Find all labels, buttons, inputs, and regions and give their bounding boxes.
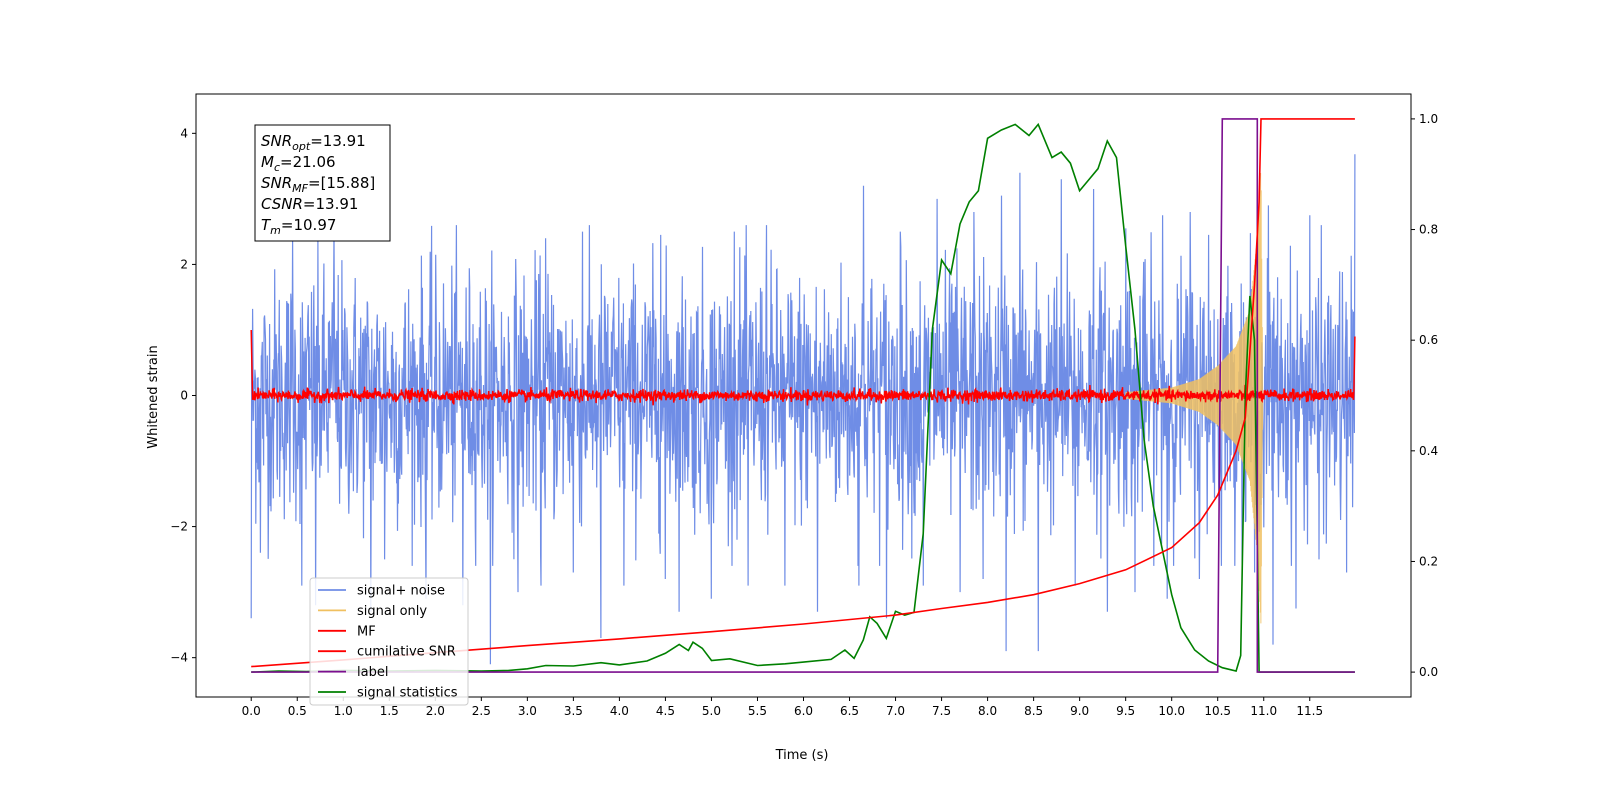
x-tick-label: 8.0: [978, 704, 997, 718]
x-tick-label: 8.5: [1024, 704, 1043, 718]
legend-label: signal only: [357, 604, 427, 619]
x-tick-label: 0.0: [242, 704, 261, 718]
y-left-tick-label: 2: [180, 257, 188, 271]
legend: signal+ noise signal only MF cumilative SNR…: [309, 577, 469, 706]
x-tick-label: 6.0: [794, 704, 813, 718]
x-tick-label: 7.5: [932, 704, 951, 718]
x-tick-label: 0.5: [288, 704, 307, 718]
cumulative-snr-line: [251, 118, 1355, 668]
annotation-line: SNRMF=[15.88]: [261, 174, 375, 195]
y-left-tick-label: −4: [170, 651, 188, 665]
legend-label: label: [357, 665, 388, 680]
x-tick-label: 7.0: [886, 704, 905, 718]
x-tick-label: 10.5: [1204, 704, 1231, 718]
x-tick-label: 1.5: [380, 704, 399, 718]
x-tick-label: 1.0: [334, 704, 353, 718]
x-tick-label: 5.0: [702, 704, 721, 718]
x-tick-label: 5.5: [748, 704, 767, 718]
y-right-tick-label: 0.2: [1419, 554, 1438, 568]
annotation-line: CSNR=13.91: [261, 195, 358, 213]
label-line: [251, 118, 1355, 673]
y-axis-label: Whitened strain: [146, 345, 161, 448]
x-tick-label: 6.5: [840, 704, 859, 718]
y-left-tick-label: −2: [170, 520, 188, 534]
legend-label: MF: [357, 624, 376, 639]
annotation-line: Mc=21.06: [261, 153, 336, 174]
x-tick-label: 3.5: [564, 704, 583, 718]
y-right-tick-label: 0.6: [1419, 333, 1438, 347]
signal-statistics-line: [251, 122, 1355, 673]
y-right-tick-label: 0.0: [1419, 665, 1438, 679]
legend-label: cumilative SNR: [357, 645, 456, 660]
x-tick-label: 3.0: [518, 704, 537, 718]
y-right-tick-label: 0.8: [1419, 223, 1438, 237]
legend-label: signal statistics: [357, 686, 458, 701]
y-right-tick-label: 0.4: [1419, 444, 1438, 458]
plot-frame: [195, 93, 1412, 698]
y-right-tick-label: 1.0: [1419, 112, 1438, 126]
axes: 0.0 0.5 1.0 1.5 2.0 2.5 3.0 3.5 4.0 4.5 5.0 5.5 6.0 6…: [170, 112, 1438, 718]
x-tick-label: 2.5: [472, 704, 491, 718]
x-tick-label: 2.0: [426, 704, 445, 718]
legend-label: signal+ noise: [357, 584, 445, 599]
y-left-tick-label: 0: [180, 389, 188, 403]
y-left-tick-label: 4: [180, 126, 188, 140]
x-axis-label: Time (s): [775, 748, 829, 763]
x-tick-label: 9.0: [1070, 704, 1089, 718]
x-tick-label: 9.5: [1116, 704, 1135, 718]
annotation-line: Tm=10.97: [261, 216, 336, 237]
x-tick-label: 11.0: [1250, 704, 1277, 718]
plot-area: [250, 118, 1356, 673]
mf-line: [250, 329, 1356, 406]
x-tick-label: 11.5: [1296, 704, 1323, 718]
annotation-line: SNRopt=13.91: [261, 132, 366, 153]
x-tick-label: 10.0: [1158, 704, 1185, 718]
annotation-box: SNRopt=13.91Mc=21.06SNRMF=[15.88]CSNR=13…: [254, 124, 391, 242]
x-tick-label: 4.5: [656, 704, 675, 718]
x-tick-label: 4.0: [610, 704, 629, 718]
